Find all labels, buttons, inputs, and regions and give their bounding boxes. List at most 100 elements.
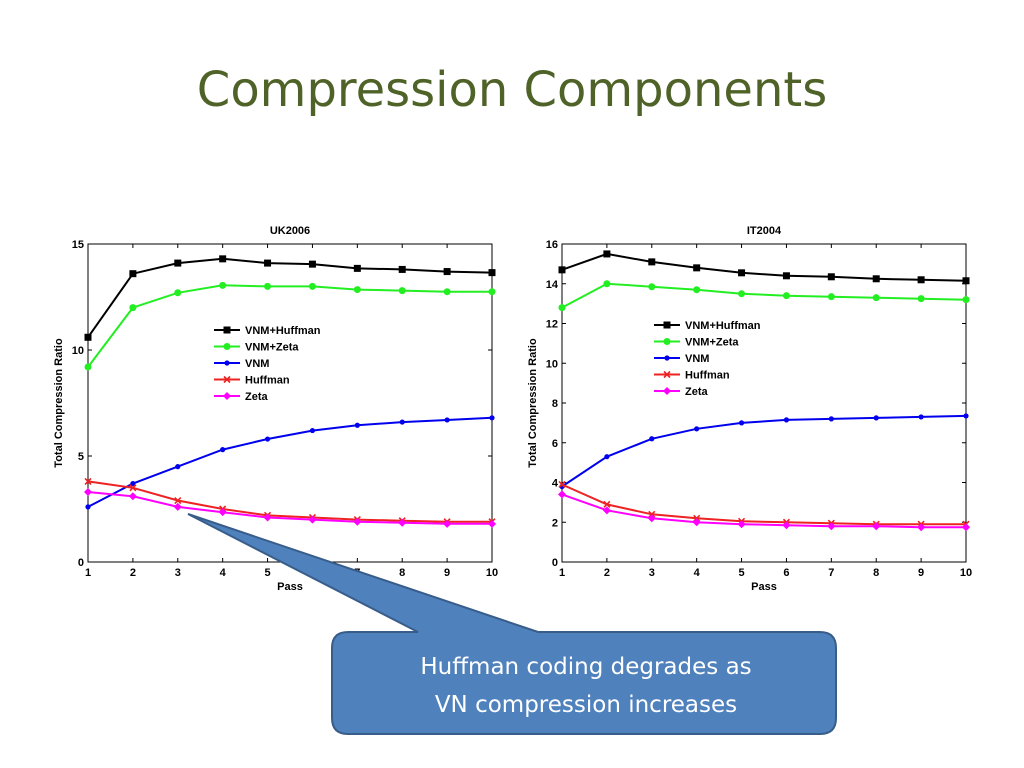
data-point-vnm-zeta xyxy=(782,292,790,300)
legend-swatch-marker xyxy=(663,321,671,329)
data-point-vnm-huffman xyxy=(353,264,361,272)
series-line-vnm xyxy=(561,414,967,488)
series-line-huffman xyxy=(87,480,492,523)
callout-bubble xyxy=(187,513,837,735)
data-point-zeta xyxy=(443,519,452,528)
data-point-zeta xyxy=(692,518,701,527)
data-point-vnm-huffman xyxy=(308,260,316,268)
series-line-zeta xyxy=(561,493,966,529)
y-tick-label: 10 xyxy=(546,358,558,370)
callout-line-2: VN compression increases xyxy=(434,692,738,718)
data-point-vnm-zeta xyxy=(603,280,611,288)
data-point-zeta xyxy=(782,521,791,530)
data-point-vnm xyxy=(85,504,91,510)
y-tick-label: 0 xyxy=(78,557,84,569)
series-line-vnm-zeta xyxy=(87,284,492,368)
data-point-huffman xyxy=(558,480,566,489)
x-tick-label: 10 xyxy=(486,567,498,579)
x-tick-label: 8 xyxy=(873,567,879,579)
data-point-vnm-zeta xyxy=(174,289,182,297)
data-point-vnm-huffman xyxy=(738,269,746,277)
legend-swatch-marker xyxy=(223,343,231,350)
series-line-zeta xyxy=(87,491,492,525)
x-tick-label: 6 xyxy=(783,567,789,579)
x-tick-label: 4 xyxy=(694,567,701,579)
x-tick-label: 1 xyxy=(85,567,91,579)
series-line-huffman xyxy=(561,483,966,526)
y-tick-label: 12 xyxy=(546,319,558,331)
data-point-vnm-huffman xyxy=(603,250,611,258)
legend-label-vnm-huffman: VNM+Huffman xyxy=(685,320,761,332)
x-axis-label: Pass xyxy=(277,581,303,593)
data-point-vnm-huffman xyxy=(443,268,451,276)
data-point-vnm xyxy=(649,436,655,442)
legend-label-vnm-huffman: VNM+Huffman xyxy=(245,325,321,337)
y-tick-label: 8 xyxy=(552,398,558,410)
data-point-vnm xyxy=(309,427,316,434)
data-point-zeta xyxy=(173,502,182,511)
data-point-huffman xyxy=(174,496,182,505)
legend-swatch-marker xyxy=(223,375,231,384)
data-point-zeta xyxy=(128,492,137,501)
data-point-vnm xyxy=(130,480,136,487)
callout-line-1: Huffman coding degrades as xyxy=(420,654,752,680)
data-point-zeta xyxy=(872,522,881,531)
data-point-zeta xyxy=(602,506,611,515)
legend-swatch-marker xyxy=(223,392,231,400)
data-point-vnm-huffman xyxy=(962,277,970,285)
y-tick-label: 4 xyxy=(552,478,559,490)
data-point-vnm xyxy=(175,464,181,470)
legend-label-zeta: Zeta xyxy=(245,391,269,403)
x-tick-label: 2 xyxy=(130,567,136,579)
data-point-vnm xyxy=(918,414,924,420)
x-tick-label: 10 xyxy=(960,567,972,579)
data-point-zeta xyxy=(218,508,227,517)
data-point-vnm-zeta xyxy=(827,293,835,301)
x-tick-label: 5 xyxy=(738,567,744,579)
data-point-huffman xyxy=(129,484,137,492)
data-point-vnm-zeta xyxy=(84,363,92,371)
y-axis-label: Total Compression Ratio xyxy=(527,338,539,468)
chart-title: IT2004 xyxy=(747,225,782,237)
series-line-vnm-huffman xyxy=(561,252,967,282)
data-point-vnm-zeta xyxy=(693,286,701,294)
data-point-zeta xyxy=(488,519,496,528)
legend-swatch-marker xyxy=(663,370,671,379)
legend-swatch-marker xyxy=(224,360,230,366)
data-point-vnm-zeta xyxy=(558,304,566,312)
data-point-vnm-zeta xyxy=(488,288,496,296)
data-point-vnm xyxy=(873,415,879,421)
data-point-vnm-huffman xyxy=(264,259,272,267)
legend-label-vnm: VNM xyxy=(245,358,269,370)
data-point-vnm xyxy=(354,422,360,428)
series-line-vnm-zeta xyxy=(561,282,967,309)
data-point-huffman xyxy=(84,477,92,486)
x-tick-label: 8 xyxy=(399,567,405,579)
data-point-vnm-huffman xyxy=(398,265,406,273)
data-point-vnm xyxy=(220,447,226,453)
data-point-vnm-zeta xyxy=(264,282,272,290)
y-tick-label: 2 xyxy=(552,517,558,529)
data-point-vnm-huffman xyxy=(219,255,227,263)
data-point-vnm xyxy=(264,436,271,442)
data-point-vnm-zeta xyxy=(872,294,880,302)
data-point-vnm-huffman xyxy=(827,273,835,281)
data-point-zeta xyxy=(398,518,407,527)
y-tick-label: 15 xyxy=(72,239,84,251)
data-point-vnm-zeta xyxy=(917,295,925,303)
data-point-vnm-zeta xyxy=(962,296,970,304)
data-point-vnm-huffman xyxy=(174,259,182,267)
data-point-vnm-huffman xyxy=(782,272,790,280)
x-tick-label: 4 xyxy=(220,567,227,579)
series-line-vnm-huffman xyxy=(87,257,493,338)
data-point-vnm-huffman xyxy=(558,266,566,274)
data-point-vnm xyxy=(963,413,969,419)
slide-title: Compression Components xyxy=(196,62,828,118)
data-point-vnm-zeta xyxy=(738,290,746,298)
data-point-vnm xyxy=(399,419,405,425)
y-axis-label: Total Compression Ratio xyxy=(53,338,65,468)
data-point-vnm-zeta xyxy=(129,304,137,312)
y-tick-label: 16 xyxy=(546,239,558,251)
chart-uk2006: UK200612345678910051015PassTotal Compres… xyxy=(53,225,498,593)
